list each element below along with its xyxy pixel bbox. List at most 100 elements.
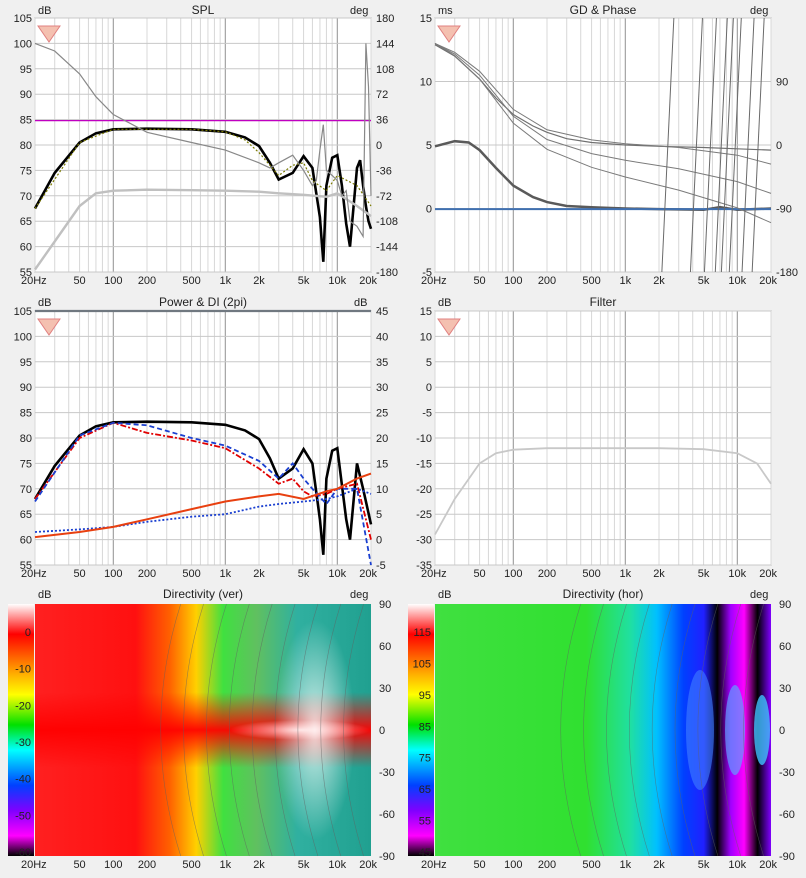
y2-tick-label: 25 (376, 408, 388, 420)
x-tick-label: 10k (328, 568, 346, 580)
phase-wrap (751, 17, 765, 273)
scale-tick-label: 115 (413, 627, 431, 639)
dir-hor-lobe (686, 670, 714, 790)
scale-tick-label: 65 (419, 784, 431, 796)
y-tick-label: 60 (20, 242, 32, 254)
x-tick-label: 20k (359, 859, 377, 871)
dir-ver-right-unit: deg (350, 589, 368, 601)
angle-tick-label: 0 (779, 725, 785, 737)
y2-tick-label: 36 (376, 115, 388, 127)
x-tick-label: 200 (138, 859, 156, 871)
x-tick-label: 5k (298, 859, 310, 871)
y-tick-label: -30 (416, 535, 432, 547)
y-tick-label: 75 (20, 458, 32, 470)
contour-line (320, 603, 342, 857)
angle-tick-label: -30 (779, 767, 795, 779)
phase-wrap (689, 17, 703, 273)
y2-tick-label: -90 (776, 204, 792, 216)
dir-ver-angle-ticks: 90 60 30 0 -30 -60 -90 (379, 599, 395, 863)
y-tick-label: 0 (426, 382, 432, 394)
spl-title: SPL (192, 3, 215, 17)
series-line (34, 421, 372, 566)
dir-hor-map (435, 604, 771, 856)
contour-line (606, 603, 627, 857)
filter-left-ticks: -35 -30 -25 -20 -15 -10 -5 0 5 10 15 (416, 306, 432, 572)
y-tick-label: 75 (20, 165, 32, 177)
contour-line (251, 603, 273, 857)
power-left-unit: dB (38, 297, 51, 309)
power-x-ticks: 20Hz 50 100 200 500 1k 2k 5k 10k 20k (21, 568, 377, 580)
x-tick-label: 1k (219, 859, 231, 871)
spl-panel: SPL dB deg 55 60 65 70 75 80 85 90 95 100 105 -180… (14, 3, 398, 287)
angle-tick-label: -90 (779, 851, 795, 863)
x-tick-label: 500 (582, 859, 600, 871)
x-tick-label: 50 (73, 568, 85, 580)
contour-line (297, 603, 319, 857)
x-tick-label: 100 (504, 275, 522, 287)
y-tick-label: 80 (20, 433, 32, 445)
filter-title: Filter (590, 295, 617, 309)
x-tick-label: 20k (759, 568, 777, 580)
y2-tick-label: -72 (376, 191, 392, 203)
y-tick-label: 95 (20, 64, 32, 76)
gd-right-ticks: -180 -90 0 90 (776, 77, 798, 280)
contour-line (183, 603, 204, 857)
x-tick-label: 20Hz (21, 859, 47, 871)
filter-x-ticks: 20Hz 50 100 200 500 1k 2k 5k 10k 20k (421, 568, 777, 580)
x-tick-label: 2k (253, 859, 265, 871)
logo-icon (437, 25, 461, 43)
x-tick-label: 50 (73, 859, 85, 871)
y-tick-label: 55 (20, 267, 32, 279)
y-tick-label: 100 (14, 38, 32, 50)
y2-tick-label: 30 (376, 382, 388, 394)
power-di-panel: Power & DI (2pi) dB dB 55 60 65 70 75 80 85 90 9… (14, 295, 389, 580)
x-tick-label: 1k (219, 568, 231, 580)
y-tick-label: 105 (14, 306, 32, 318)
x-tick-label: 1k (619, 568, 631, 580)
power-series (33, 309, 373, 566)
scale-tick-label: 85 (419, 721, 431, 733)
x-tick-label: 500 (582, 275, 600, 287)
x-tick-label: 500 (182, 275, 200, 287)
x-tick-label: 100 (104, 275, 122, 287)
x-tick-label: 500 (582, 568, 600, 580)
scale-tick-label: -20 (15, 700, 31, 712)
filter-left-unit: dB (438, 297, 451, 309)
angle-tick-label: 30 (379, 683, 391, 695)
y-tick-label: 60 (20, 535, 32, 547)
y2-tick-label: -180 (776, 267, 798, 279)
x-tick-label: 20k (759, 275, 777, 287)
dir-hor-lobes (686, 670, 770, 790)
spl-right-unit: deg (350, 5, 368, 17)
y-tick-label: 95 (20, 357, 32, 369)
y2-tick-label: -180 (376, 267, 398, 279)
x-tick-label: 500 (182, 859, 200, 871)
power-title: Power & DI (2pi) (159, 295, 247, 309)
x-tick-label: 20Hz (421, 275, 447, 287)
dir-hor-scale-ticks: 115 105 95 85 75 65 55 45 (413, 627, 431, 859)
y-tick-label: -35 (416, 560, 432, 572)
y2-tick-label: 72 (376, 89, 388, 101)
y-tick-label: 10 (420, 77, 432, 89)
scale-tick-label: 45 (419, 847, 431, 859)
contour-line (583, 603, 604, 857)
x-tick-label: 100 (104, 568, 122, 580)
dir-hor-colorbar (408, 604, 434, 856)
y-tick-label: -15 (416, 458, 432, 470)
x-tick-label: 100 (104, 859, 122, 871)
logo-icon (37, 25, 61, 43)
phase-wrap (728, 17, 742, 273)
dir-ver-colorbar (8, 604, 34, 856)
phase-line (434, 42, 772, 165)
y-tick-label: 100 (14, 331, 32, 343)
x-tick-label: 10k (728, 568, 746, 580)
power-right-unit: dB (354, 297, 367, 309)
scale-tick-label: 95 (419, 690, 431, 702)
x-tick-label: 5k (298, 275, 310, 287)
y2-tick-label: 45 (376, 306, 388, 318)
gd-series (434, 17, 772, 273)
angle-tick-label: 0 (379, 725, 385, 737)
x-tick-label: 5k (698, 859, 710, 871)
x-tick-label: 2k (653, 859, 665, 871)
y-tick-label: -5 (422, 408, 432, 420)
